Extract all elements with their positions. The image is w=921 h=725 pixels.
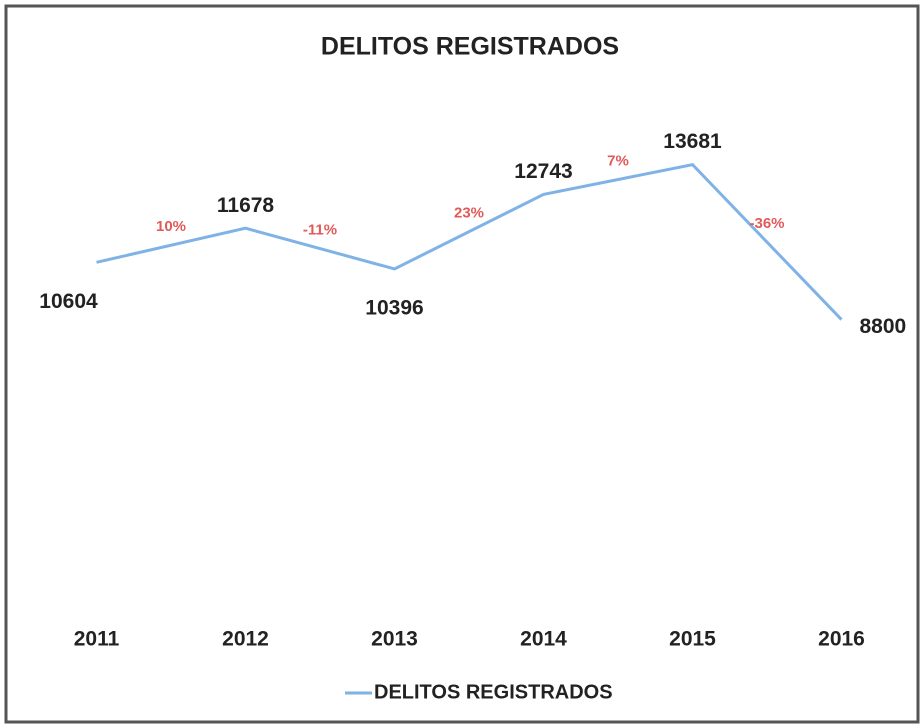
change-label: 10% <box>156 218 186 235</box>
data-line <box>96 162 843 321</box>
x-tick-label: 2015 <box>669 628 716 651</box>
change-label: 7% <box>607 152 629 169</box>
data-label: 8800 <box>860 315 907 338</box>
x-tick-label: 2016 <box>818 628 865 651</box>
data-label: 10396 <box>365 296 423 319</box>
data-label: 12743 <box>514 160 572 183</box>
x-tick-label: 2014 <box>520 628 567 651</box>
change-label: -11% <box>303 222 337 239</box>
change-label: -36% <box>749 215 784 232</box>
change-label: 23% <box>454 205 484 222</box>
data-label: 11678 <box>217 194 275 217</box>
x-tick-label: 2012 <box>222 628 269 651</box>
x-tick-label: 2013 <box>371 628 418 651</box>
data-label: 13681 <box>663 130 722 153</box>
chart-border <box>4 4 920 724</box>
x-tick-label: 2011 <box>74 628 120 651</box>
data-label: 10604 <box>39 290 98 313</box>
chart-title: DELITOS REGISTRADOS <box>321 33 619 61</box>
legend-label: DELITOS REGISTRADOS <box>374 681 613 703</box>
